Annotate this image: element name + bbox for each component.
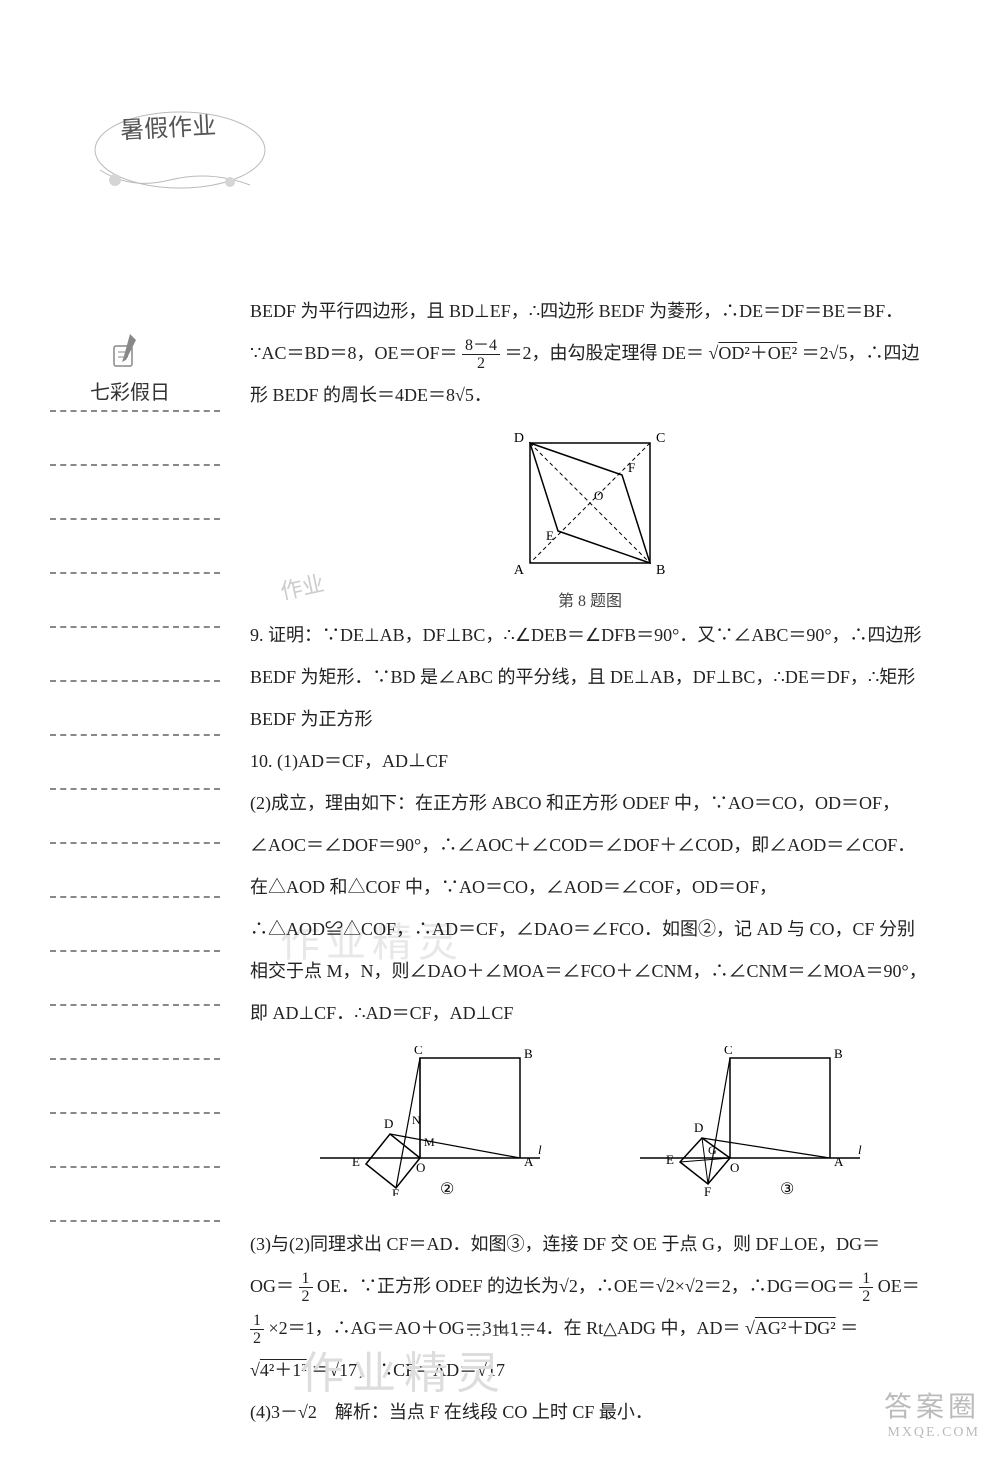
svg-text:F: F — [704, 1184, 711, 1196]
dashed-line — [50, 464, 220, 466]
svg-text:E: E — [546, 528, 554, 543]
text-line: BEDF 为平行四边形，且 BD⊥EF，∴四边形 BEDF 为菱形，∴DE＝DF… — [250, 290, 930, 332]
q10-1: 10. (1)AD＝CF，AD⊥CF — [250, 740, 930, 782]
figure-2-3-row: A B C O D E F M N l ② — [250, 1046, 930, 1211]
dashed-line — [50, 734, 220, 736]
q10-2: (2)成立，理由如下：在正方形 ABCO 和正方形 ODEF 中，∵AO＝CO，… — [250, 782, 930, 1034]
svg-text:E: E — [352, 1154, 360, 1169]
svg-text:D: D — [694, 1120, 703, 1135]
svg-text:M: M — [424, 1135, 435, 1149]
svg-text:③: ③ — [780, 1181, 794, 1196]
dashed-line — [50, 680, 220, 682]
dashed-line — [50, 1166, 220, 1168]
svg-text:A: A — [524, 1154, 534, 1169]
svg-text:A: A — [834, 1154, 844, 1169]
svg-text:G: G — [708, 1143, 717, 1157]
notebook-pencil-icon — [110, 330, 140, 370]
svg-text:E: E — [666, 1152, 674, 1167]
figure-8-caption: 第 8 题图 — [250, 590, 930, 614]
note-dashed-lines — [50, 410, 220, 1274]
figure-8-svg: D C A B F E O — [510, 428, 670, 578]
svg-text:O: O — [730, 1160, 739, 1175]
corner-branding: 答案圈 MXQE.COM — [884, 1385, 980, 1441]
svg-text:A: A — [514, 563, 525, 578]
svg-text:②: ② — [440, 1181, 454, 1196]
svg-text:D: D — [514, 431, 524, 446]
bottom-watermark: 作业精灵 — [300, 1337, 508, 1401]
dashed-line — [50, 842, 220, 844]
sidebar-label: 七彩假日 — [60, 376, 200, 405]
svg-text:O: O — [416, 1160, 425, 1175]
svg-text:F: F — [392, 1186, 399, 1196]
dashed-line — [50, 1058, 220, 1060]
header-title: 暑假作业 — [119, 106, 217, 146]
dashed-line — [50, 1004, 220, 1006]
svg-text:B: B — [524, 1046, 533, 1061]
corner-brand-url: MXQE.COM — [884, 1425, 980, 1441]
dashed-line — [50, 626, 220, 628]
figure-8: D C A B F E O — [250, 428, 930, 578]
svg-text:F: F — [628, 460, 635, 475]
svg-text:B: B — [656, 563, 665, 578]
svg-text:l: l — [858, 1142, 862, 1157]
svg-text:C: C — [414, 1046, 423, 1057]
dashed-line — [50, 896, 220, 898]
dashed-line — [50, 1220, 220, 1222]
svg-text:O: O — [594, 488, 603, 503]
dashed-line — [50, 788, 220, 790]
corner-brand-name: 答案圈 — [884, 1385, 980, 1425]
text-line: 形 BEDF 的周长＝4DE＝8√5． — [250, 374, 930, 416]
sidebar: 七彩假日 — [60, 330, 200, 405]
svg-text:N: N — [412, 1113, 421, 1127]
q10-3: (3)与(2)同理求出 CF＝AD．如图③，连接 DF 交 OE 于点 G，则 … — [250, 1223, 930, 1265]
svg-text:l: l — [538, 1142, 542, 1157]
dashed-line — [50, 572, 220, 574]
dashed-line — [50, 410, 220, 412]
q9: 9. 证明：∵DE⊥AB，DF⊥BC，∴∠DEB＝∠DFB＝90°．又∵∠ABC… — [250, 614, 930, 740]
svg-text:B: B — [834, 1046, 843, 1061]
dashed-line — [50, 518, 220, 520]
dashed-line — [50, 1112, 220, 1114]
figure-3: A B C O D E F G l ③ — [630, 1046, 870, 1211]
figure-2: A B C O D E F M N l ② — [310, 1046, 550, 1211]
svg-text:C: C — [724, 1046, 733, 1057]
svg-text:C: C — [656, 431, 665, 446]
svg-text:D: D — [384, 1116, 393, 1131]
text-line: ∵AC＝BD＝8，OE＝OF＝ 8－42 ＝2，由勾股定理得 DE＝ √OD²＋… — [250, 332, 930, 374]
dashed-line — [50, 950, 220, 952]
main-content: BEDF 为平行四边形，且 BD⊥EF，∴四边形 BEDF 为菱形，∴DE＝DF… — [250, 290, 930, 1433]
q10-3b: OG＝ 12 OE．∵正方形 ODEF 的边长为√2，∴OE＝√2×√2＝2，∴… — [250, 1265, 930, 1307]
